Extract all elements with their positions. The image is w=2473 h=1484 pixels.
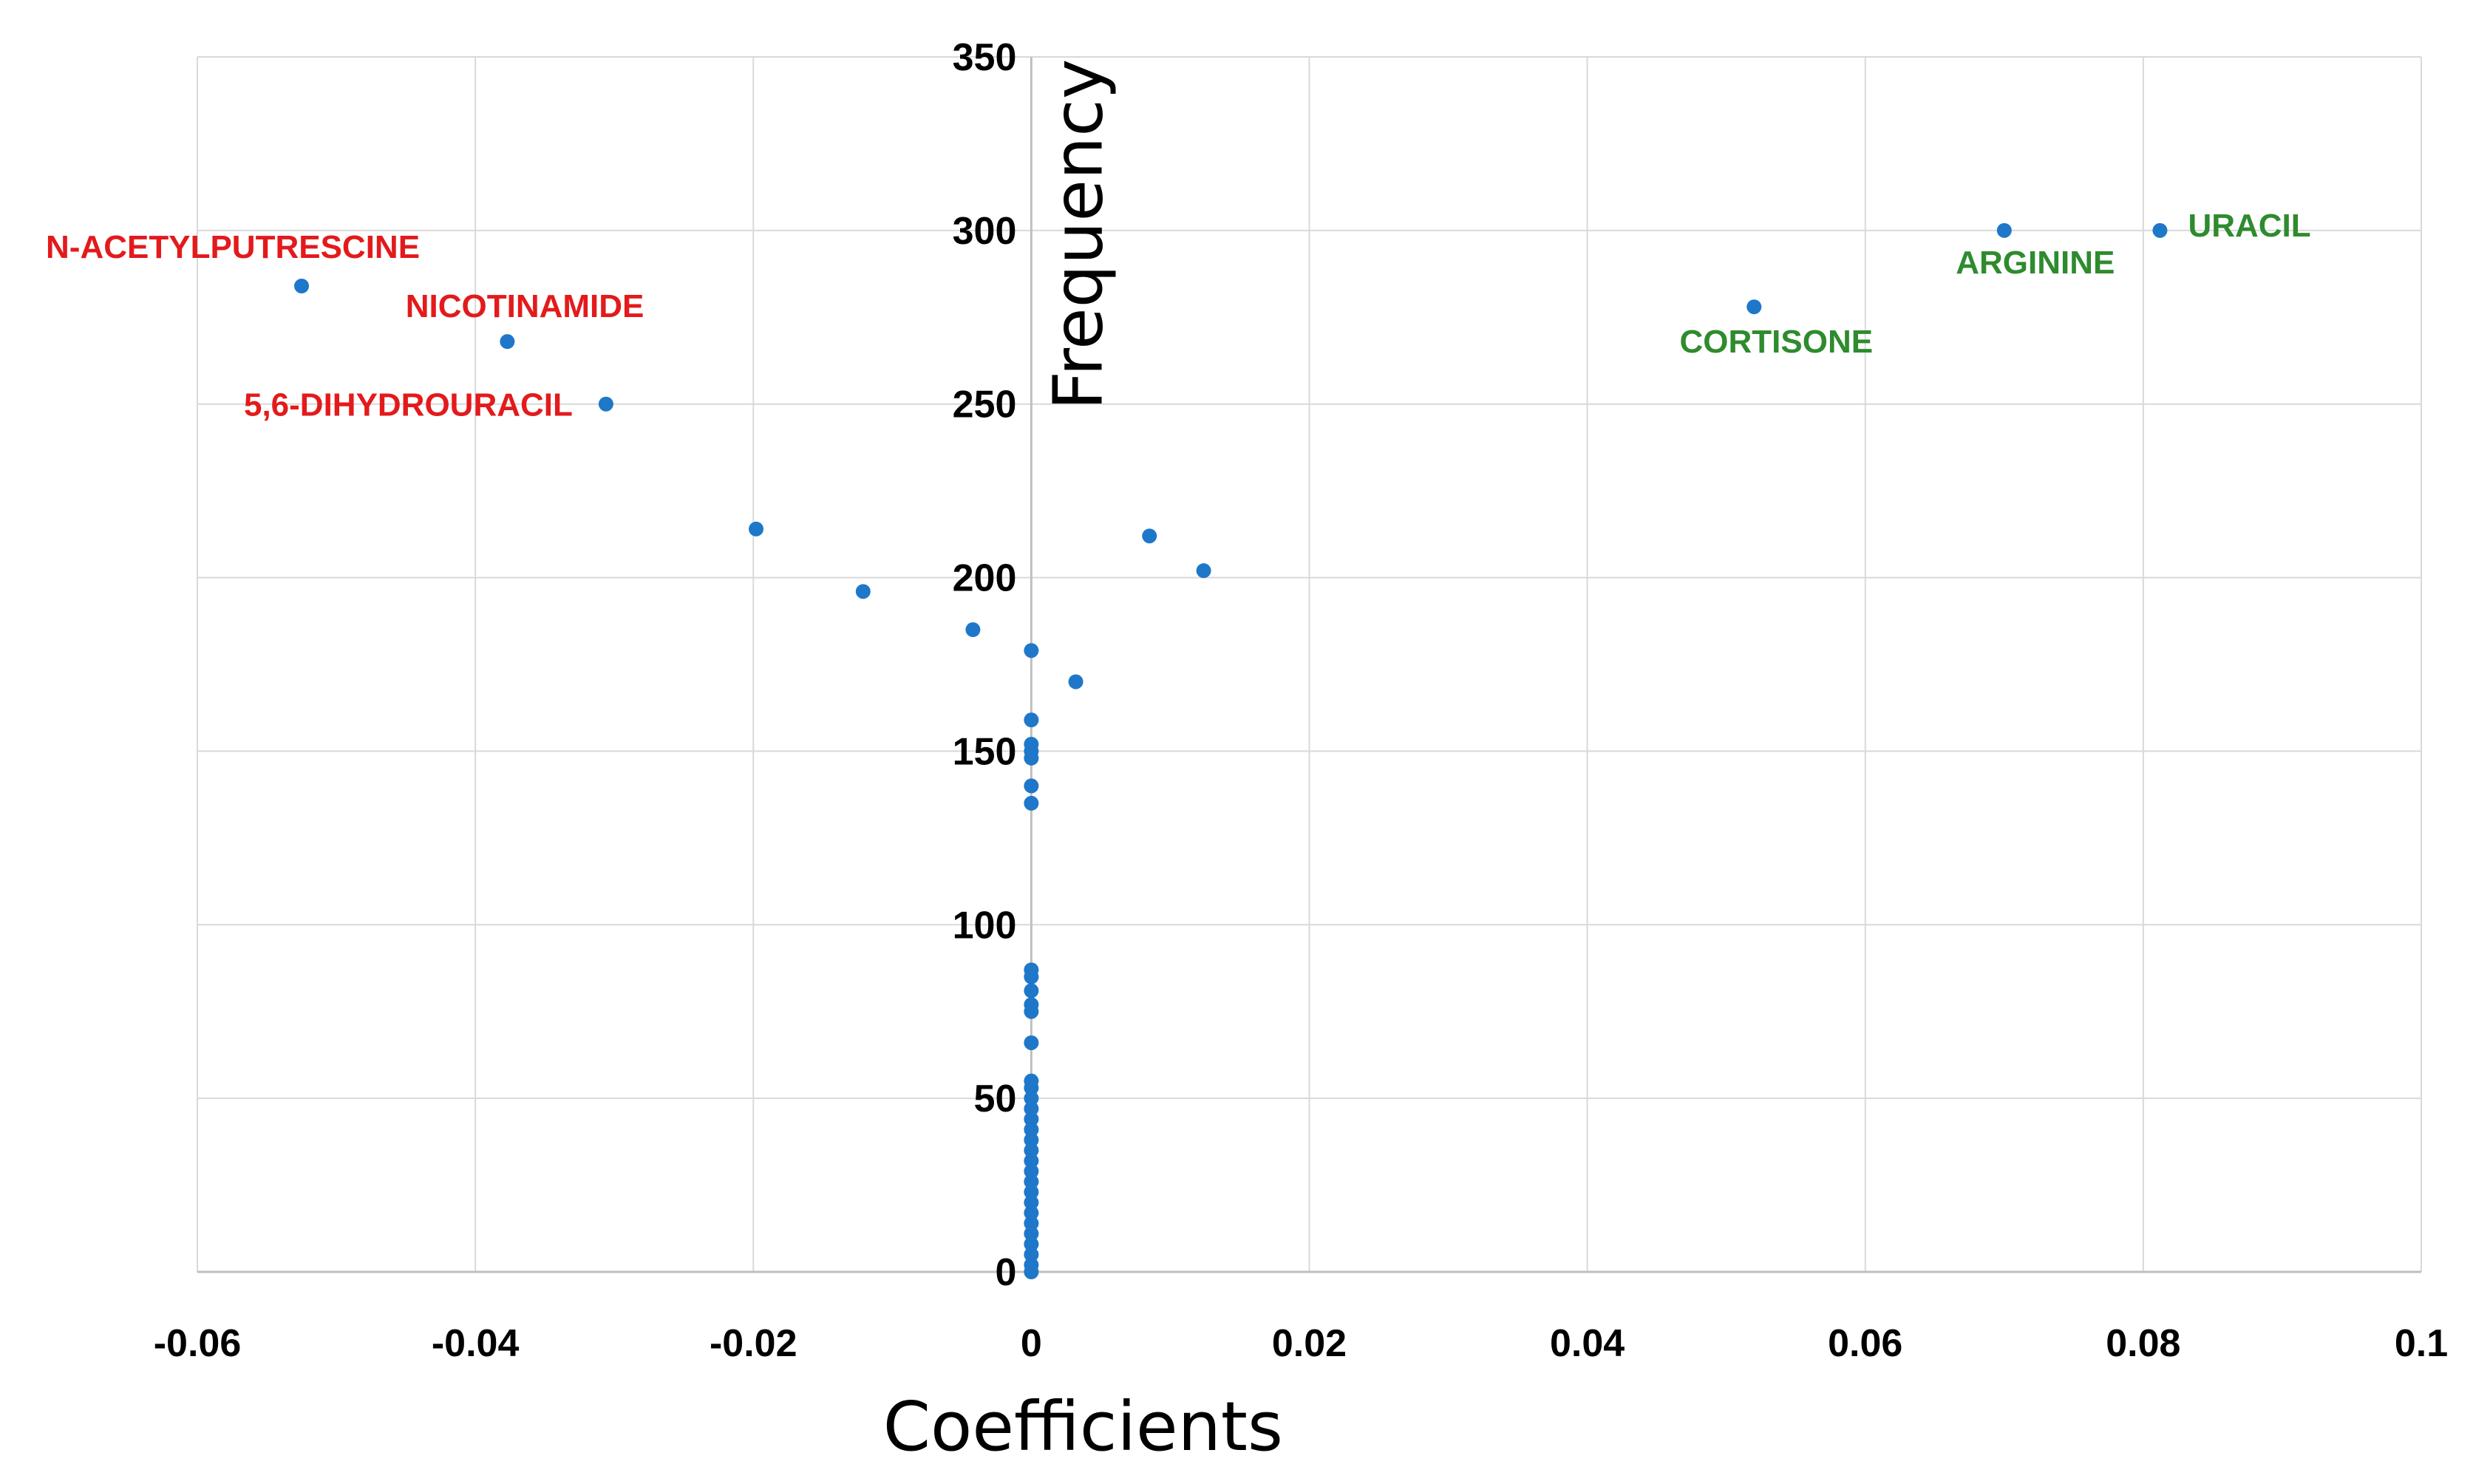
data-point	[1024, 1143, 1039, 1158]
data-point	[855, 584, 871, 599]
data-point	[1024, 1091, 1039, 1106]
point-label: 5,6-DIHYDROURACIL	[244, 387, 573, 423]
y-tick-label: 50	[974, 1078, 1017, 1120]
data-point	[1196, 563, 1211, 579]
data-point	[1024, 1226, 1039, 1242]
x-tick-label: 0.06	[1828, 1322, 1902, 1365]
data-point	[1024, 1101, 1039, 1117]
x-tick-label: 0.1	[2395, 1322, 2448, 1365]
point-label: CORTISONE	[1680, 324, 1874, 360]
data-point	[1024, 1080, 1039, 1096]
point-label: URACIL	[2188, 208, 2310, 244]
data-point	[1024, 643, 1039, 658]
data-point	[1024, 983, 1039, 998]
x-tick-label: -0.04	[432, 1322, 520, 1365]
x-tick-label: -0.06	[154, 1322, 242, 1365]
x-tick-labels: -0.06 -0.04 -0.02 0 0.02 0.04 0.06 0.08 0.1	[154, 1322, 2448, 1365]
data-point	[1024, 1174, 1039, 1189]
x-tick-label: 0.02	[1272, 1322, 1347, 1365]
data-point	[1024, 750, 1039, 766]
data-point	[1996, 222, 2012, 238]
data-point	[1024, 1163, 1039, 1179]
data-point	[294, 279, 310, 294]
data-point	[1024, 795, 1039, 811]
point-label: NICOTINAMIDE	[406, 288, 644, 324]
data-point	[1024, 969, 1039, 984]
x-tick-label: 0	[1021, 1322, 1042, 1365]
x-tick-label: -0.02	[710, 1322, 797, 1365]
point-label: ARGININE	[1956, 245, 2115, 281]
data-point	[1024, 712, 1039, 728]
y-tick-labels: 0 50 100 150 200 250 300 350	[953, 36, 1017, 1294]
point-labels: N-ACETYLPUTRESCINE NICOTINAMIDE 5,6-DIHYDR…	[46, 208, 2311, 423]
data-point	[1024, 1195, 1039, 1211]
y-tick-label: 350	[953, 36, 1017, 79]
data-point	[1024, 778, 1039, 794]
data-point	[1024, 1035, 1039, 1050]
data-point	[1024, 1112, 1039, 1127]
data-point	[1024, 1004, 1039, 1019]
data-point	[1024, 1122, 1039, 1137]
data-point	[2152, 222, 2168, 238]
data-point	[598, 396, 613, 412]
data-point	[749, 521, 764, 537]
data-point	[1024, 1216, 1039, 1231]
y-tick-label: 200	[953, 557, 1017, 600]
data-points	[294, 222, 2168, 1279]
y-axis-title: Frequency	[1038, 59, 1118, 410]
y-tick-label: 250	[953, 384, 1017, 426]
point-label: N-ACETYLPUTRESCINE	[46, 229, 420, 265]
data-point	[500, 334, 515, 350]
data-point	[1024, 1205, 1039, 1221]
data-point	[1746, 299, 1762, 315]
y-tick-label: 300	[953, 210, 1017, 253]
data-point	[1024, 1265, 1039, 1279]
x-tick-label: 0.08	[2106, 1322, 2180, 1365]
axes	[197, 57, 2421, 1273]
x-axis-title: Coefficients	[883, 1387, 1283, 1466]
data-point	[965, 622, 981, 638]
y-tick-label: 150	[953, 730, 1017, 773]
x-tick-label: 0.04	[1550, 1322, 1625, 1365]
data-point	[1024, 1247, 1039, 1262]
data-point	[1024, 1236, 1039, 1252]
y-tick-label: 100	[953, 904, 1017, 947]
y-tick-label: 0	[995, 1251, 1016, 1294]
data-point	[1024, 1132, 1039, 1148]
data-point	[1024, 1184, 1039, 1199]
data-point	[1068, 674, 1084, 690]
data-point	[1024, 1153, 1039, 1168]
data-point	[1142, 528, 1157, 544]
grid-lines	[197, 56, 2422, 1273]
